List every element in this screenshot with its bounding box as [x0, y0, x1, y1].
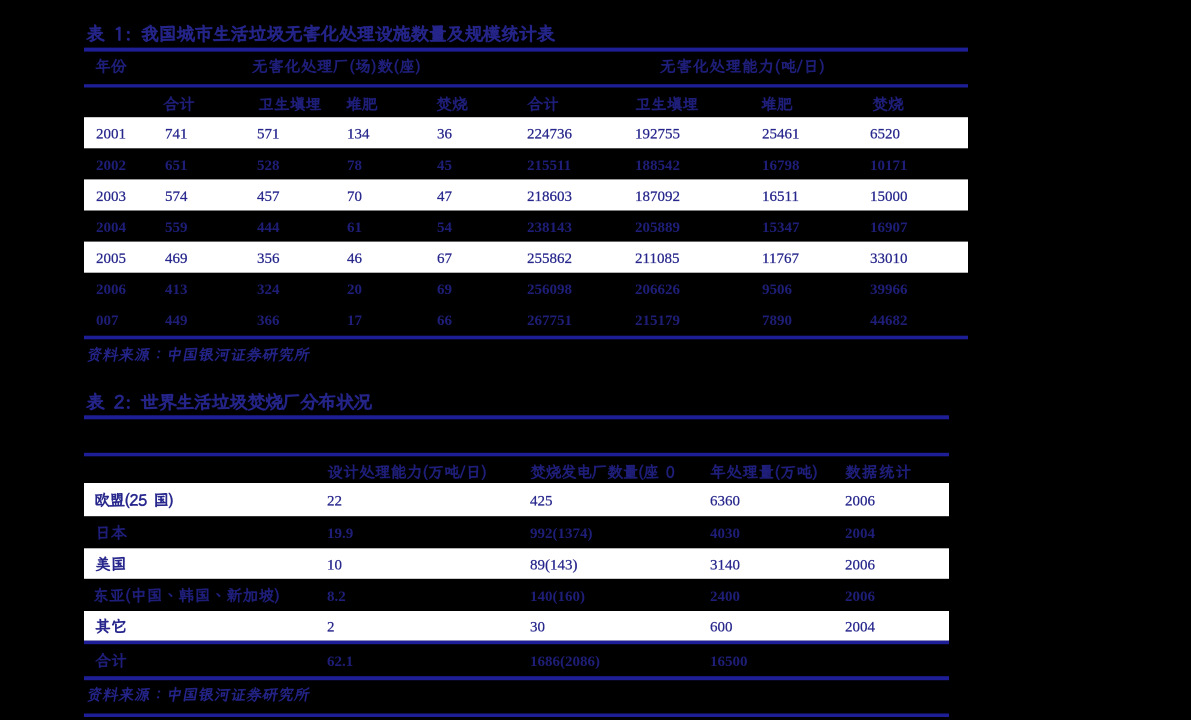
- svg-text:267751: 267751: [527, 313, 572, 329]
- svg-text:559: 559: [165, 220, 188, 236]
- svg-text:61: 61: [347, 220, 362, 236]
- svg-text:2002: 2002: [96, 158, 126, 174]
- svg-text:574: 574: [165, 189, 188, 205]
- svg-text:449: 449: [165, 313, 188, 329]
- svg-text:2005: 2005: [96, 251, 126, 267]
- svg-text:528: 528: [257, 158, 280, 174]
- svg-text:2006: 2006: [845, 589, 876, 605]
- svg-text:15000: 15000: [870, 189, 908, 205]
- svg-text:206626: 206626: [635, 282, 681, 298]
- svg-text:356: 356: [257, 251, 280, 267]
- svg-text:16907: 16907: [870, 220, 908, 236]
- svg-text:215511: 215511: [527, 158, 571, 174]
- svg-text:19.9: 19.9: [327, 526, 353, 542]
- svg-text:571: 571: [257, 127, 280, 143]
- svg-text:47: 47: [437, 189, 453, 205]
- svg-text:9506: 9506: [762, 282, 793, 298]
- svg-text:741: 741: [165, 127, 188, 143]
- svg-text:16500: 16500: [710, 654, 748, 670]
- svg-text:46: 46: [347, 251, 363, 267]
- svg-text:215179: 215179: [635, 313, 680, 329]
- svg-text:70: 70: [347, 189, 362, 205]
- svg-text:67: 67: [437, 251, 453, 267]
- svg-text:4030: 4030: [710, 526, 740, 542]
- svg-text:2006: 2006: [845, 494, 876, 510]
- svg-text:25461: 25461: [762, 127, 800, 143]
- svg-text:2006: 2006: [96, 282, 127, 298]
- svg-text:134: 134: [347, 127, 370, 143]
- svg-text:218603: 218603: [527, 189, 572, 205]
- svg-text:256098: 256098: [527, 282, 572, 298]
- svg-text:66: 66: [437, 313, 453, 329]
- svg-text:15347: 15347: [762, 220, 800, 236]
- svg-text:1686(2086): 1686(2086): [530, 654, 600, 670]
- svg-text:2004: 2004: [845, 620, 876, 636]
- svg-text:2400: 2400: [710, 589, 740, 605]
- svg-text:007: 007: [96, 313, 119, 329]
- svg-text:6520: 6520: [870, 127, 900, 143]
- svg-text:11767: 11767: [762, 251, 799, 267]
- svg-text:2003: 2003: [96, 189, 126, 205]
- svg-text:44682: 44682: [870, 313, 908, 329]
- svg-text:425: 425: [530, 494, 553, 510]
- svg-text:10171: 10171: [870, 158, 908, 174]
- svg-text:6360: 6360: [710, 494, 740, 510]
- svg-text:205889: 205889: [635, 220, 680, 236]
- svg-text:651: 651: [165, 158, 188, 174]
- svg-text:16798: 16798: [762, 158, 800, 174]
- svg-text:45: 45: [437, 158, 452, 174]
- svg-text:20: 20: [347, 282, 362, 298]
- svg-text:62.1: 62.1: [327, 654, 353, 670]
- svg-text:2004: 2004: [845, 526, 876, 542]
- svg-text:324: 324: [257, 282, 280, 298]
- svg-text:7890: 7890: [762, 313, 792, 329]
- svg-text:69: 69: [437, 282, 452, 298]
- svg-text:224736: 224736: [527, 127, 573, 143]
- svg-text:992(1374): 992(1374): [530, 526, 593, 542]
- svg-text:2001: 2001: [96, 127, 126, 143]
- svg-text:89(143): 89(143): [530, 557, 578, 573]
- svg-text:255862: 255862: [527, 251, 572, 267]
- svg-text:444: 444: [257, 220, 280, 236]
- svg-text:10: 10: [327, 557, 342, 573]
- svg-text:36: 36: [437, 127, 453, 143]
- svg-text:33010: 33010: [870, 251, 908, 267]
- svg-text:413: 413: [165, 282, 188, 298]
- svg-text:457: 457: [257, 189, 280, 205]
- svg-text:211085: 211085: [635, 251, 679, 267]
- svg-text:188542: 188542: [635, 158, 680, 174]
- svg-text:16511: 16511: [762, 189, 799, 205]
- svg-text:600: 600: [710, 620, 733, 636]
- svg-text:54: 54: [437, 220, 453, 236]
- svg-text:17: 17: [347, 313, 363, 329]
- svg-text:2: 2: [327, 620, 335, 636]
- svg-text:30: 30: [530, 620, 545, 636]
- svg-text:140(160): 140(160): [530, 589, 585, 605]
- svg-text:366: 366: [257, 313, 280, 329]
- svg-text:2004: 2004: [96, 220, 127, 236]
- svg-text:3140: 3140: [710, 557, 740, 573]
- svg-text:2006: 2006: [845, 557, 876, 573]
- svg-text:78: 78: [347, 158, 362, 174]
- svg-text:238143: 238143: [527, 220, 572, 236]
- svg-text:469: 469: [165, 251, 188, 267]
- svg-text:187092: 187092: [635, 189, 680, 205]
- svg-text:22: 22: [327, 494, 342, 510]
- svg-text:39966: 39966: [870, 282, 908, 298]
- svg-text:192755: 192755: [635, 127, 680, 143]
- svg-text:8.2: 8.2: [327, 589, 346, 605]
